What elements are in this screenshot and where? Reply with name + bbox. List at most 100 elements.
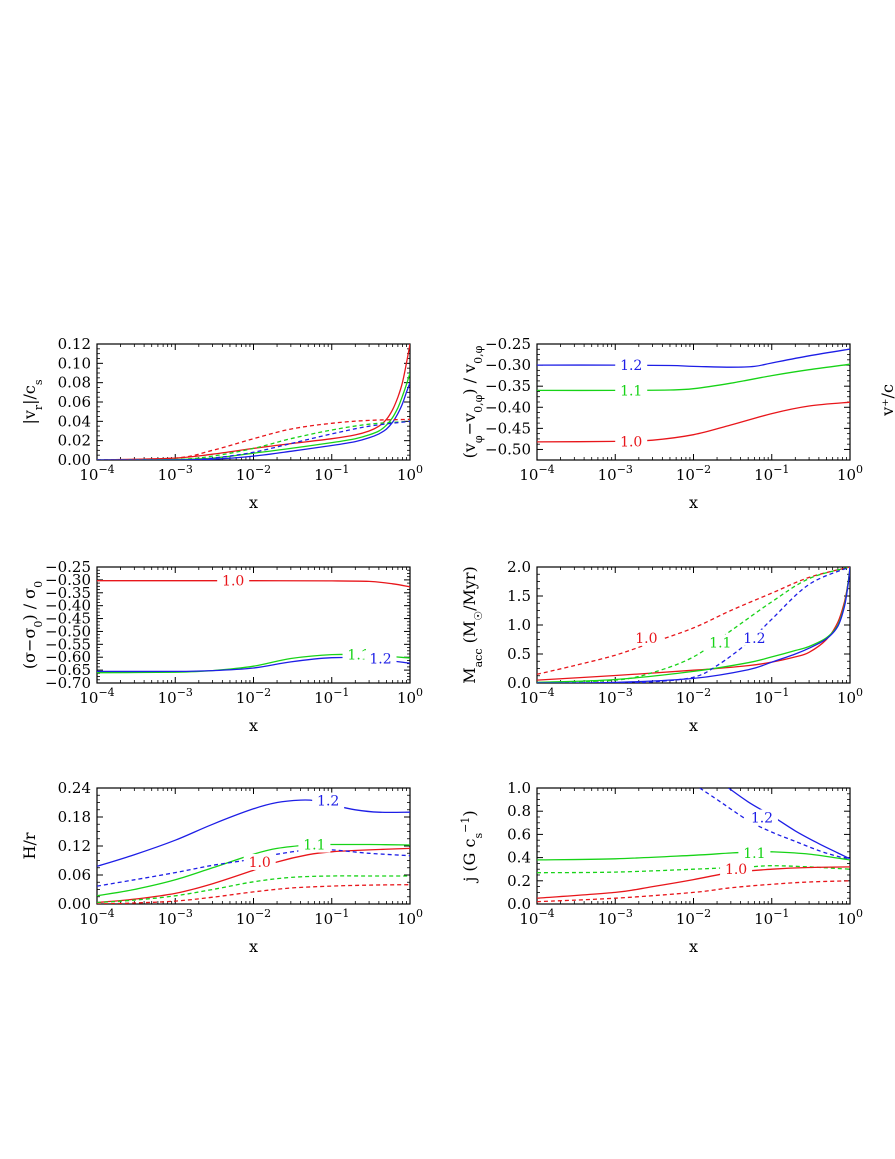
curve-label-1-2: 1.2	[317, 794, 339, 810]
series-line-1-0-dashed	[537, 567, 850, 675]
y-tick-label: 0.24	[58, 779, 91, 797]
curve-label-1-1: 1.1	[709, 635, 731, 651]
y-tick-label: 1.0	[507, 616, 531, 634]
y-tick-label: 0.18	[58, 808, 91, 826]
curve-label-1-2: 1.2	[751, 811, 773, 827]
x-tick-label: 10−2	[676, 463, 711, 484]
curve-label-bg	[312, 792, 345, 809]
series-line-1-1-dashed	[97, 875, 410, 904]
y-tick-label: −0.35	[45, 584, 91, 602]
x-tick-label: 10−1	[314, 686, 349, 707]
y-tick-label: 0.2	[507, 872, 531, 890]
series-line-1-1-solid	[537, 850, 850, 861]
y-axis-label: (vφ−v0,φ) / v0,φ	[460, 345, 485, 458]
y-tick-label: −0.50	[45, 622, 91, 640]
y-tick-label: −0.30	[485, 356, 531, 374]
x-tick-label: 10−3	[158, 907, 193, 928]
curve-label-bg	[738, 844, 771, 861]
series-line-1-2-dashed	[97, 420, 410, 460]
y-tick-label: 0.04	[58, 412, 91, 430]
curve-label-bg	[217, 572, 250, 589]
panel-hr: 10−4 10−3 10−2 10−1 1000.000.060.120.180.24x…	[20, 779, 423, 956]
curve-label-1-1: 1.1	[303, 838, 325, 854]
series-line-1-0-dashed	[97, 418, 410, 460]
series-line-1-1-solid	[537, 363, 850, 392]
curve-label-1-2: 1.2	[369, 651, 391, 667]
y-tick-label: −0.65	[45, 661, 91, 679]
y-tick-label: 1.5	[507, 587, 531, 605]
panel-j: 10−4 10−3 10−2 10−1 1000.00.20.40.60.81.0xj …	[459, 779, 864, 956]
y-axis-label: j (G cs−1)	[459, 810, 485, 883]
curve-label-bg	[364, 650, 397, 667]
series-line-1-2-solid	[97, 382, 410, 460]
y-tick-label: 0.08	[58, 374, 91, 392]
x-tick-label: 100	[397, 907, 423, 928]
x-axis-label: x	[689, 937, 698, 956]
y-tick-label: 0.4	[507, 849, 531, 867]
curve-label-1-2: 1.2	[620, 358, 642, 374]
plot-frame	[96, 343, 411, 461]
curve-label-1-0: 1.0	[725, 862, 747, 878]
series-line-1-1-dashed	[537, 865, 850, 874]
series-line-1-1-dashed	[537, 567, 850, 683]
y-tick-label: 0.0	[507, 674, 531, 692]
x-axis-label: x	[249, 493, 258, 512]
y-tick-label: 0.12	[58, 335, 91, 353]
series-line-1-0-dashed	[97, 884, 410, 904]
plot-frame	[536, 343, 851, 461]
y-tick-label: 0.6	[507, 825, 531, 843]
series-line-1-2-solid	[97, 799, 410, 867]
x-tick-label: 10−1	[314, 907, 349, 928]
curve-label-1-0: 1.0	[249, 855, 271, 871]
y-tick-label: −0.40	[485, 398, 531, 416]
panel-macc: 10−4 10−3 10−2 10−1 1000.00.51.01.52.0xMacc …	[460, 558, 863, 735]
x-tick-label: 100	[837, 907, 863, 928]
curve-label-1-1: 1.1	[347, 648, 369, 664]
y-tick-label: −0.25	[45, 558, 91, 576]
panel-vr: 10−4 10−3 10−2 10−1 1000.000.020.040.060.080…	[20, 335, 423, 512]
x-tick-label: 10−2	[236, 686, 271, 707]
y-tick-label: 0.8	[507, 802, 531, 820]
curve-label-1-0: 1.0	[620, 434, 642, 450]
y-axis-label: (σ−σ0) / σ0	[20, 581, 45, 669]
curve-label-bg	[615, 357, 648, 374]
y-tick-label: 0.5	[507, 645, 531, 663]
y-tick-label: −0.55	[45, 635, 91, 653]
y-tick-label: −0.60	[45, 648, 91, 666]
x-tick-label: 10−1	[314, 463, 349, 484]
x-tick-label: 100	[837, 686, 863, 707]
series-line-1-0-solid	[97, 580, 410, 588]
panel-vphi: 10−4 10−3 10−2 10−1 100 −0.50 −0.45 −0.40 −0.35 −…	[460, 335, 863, 512]
x-tick-label: 10−4	[519, 463, 554, 484]
x-tick-label: 10−3	[158, 463, 193, 484]
y-tick-label: −0.35	[485, 377, 531, 395]
series-line-1-0-solid	[97, 344, 410, 460]
curve-label-1-2: 1.2	[743, 631, 765, 647]
series-line-1-2-solid	[537, 348, 850, 368]
y-tick-label: 0.12	[58, 837, 91, 855]
series-line-1-1-solid	[97, 372, 410, 460]
y-tick-label: −0.30	[45, 571, 91, 589]
curve-label-1-0: 1.0	[222, 574, 244, 590]
x-tick-label: 10−3	[598, 463, 633, 484]
series-line-1-1-solid	[537, 567, 850, 683]
y-tick-label: −0.45	[485, 419, 531, 437]
x-tick-label: 100	[837, 463, 863, 484]
partial-panel-ylabel-fragment: v⁺/c	[878, 384, 895, 417]
y-axis-label: |vr|/cs	[20, 379, 45, 424]
plot-frame	[536, 566, 851, 684]
x-tick-label: 10−1	[754, 686, 789, 707]
curve-label-bg	[630, 629, 663, 646]
curve-label-bg	[738, 629, 771, 646]
series-line-1-1-solid	[97, 843, 410, 897]
curve-label-bg	[745, 809, 778, 826]
x-tick-label: 10−2	[676, 686, 711, 707]
y-tick-label: 1.0	[507, 779, 531, 797]
plot-frame	[96, 787, 411, 905]
x-tick-label: 10−2	[236, 907, 271, 928]
x-axis-label: x	[689, 493, 698, 512]
y-tick-label: 0.0	[507, 895, 531, 913]
y-axis-label: H/r	[20, 832, 39, 859]
y-tick-label: 2.0	[507, 558, 531, 576]
